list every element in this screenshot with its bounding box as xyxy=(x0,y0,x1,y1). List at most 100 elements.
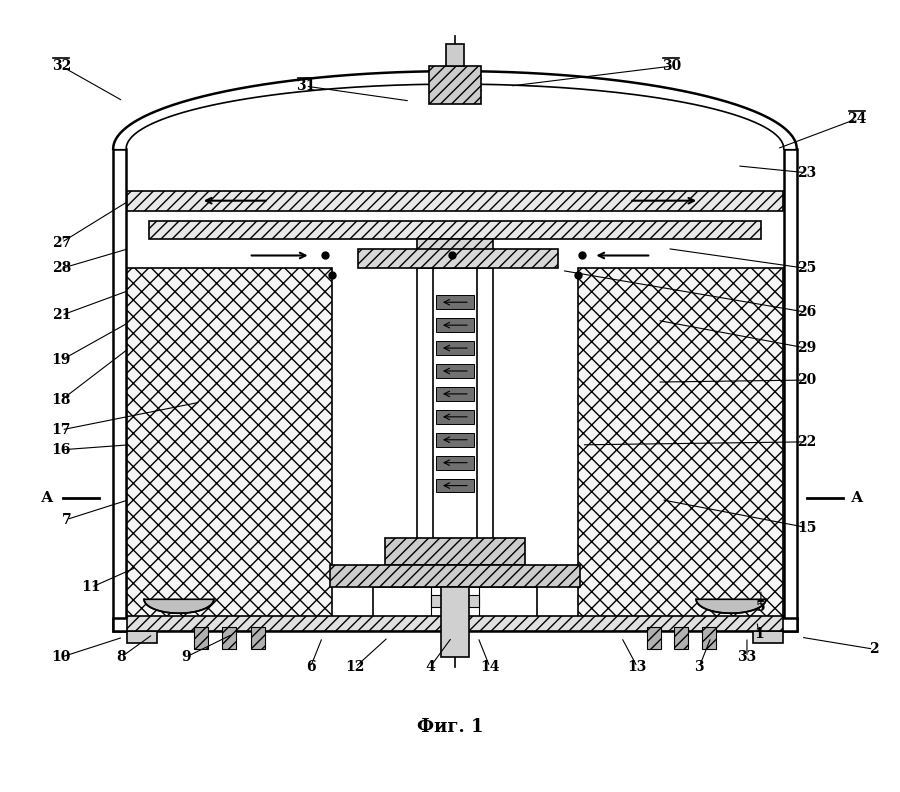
Text: 3: 3 xyxy=(694,660,704,674)
Text: 2: 2 xyxy=(868,642,878,656)
Polygon shape xyxy=(782,140,796,143)
Polygon shape xyxy=(426,71,432,84)
Polygon shape xyxy=(515,72,522,86)
Polygon shape xyxy=(436,455,474,470)
Polygon shape xyxy=(603,79,613,91)
Polygon shape xyxy=(436,341,474,355)
Polygon shape xyxy=(214,93,227,103)
Polygon shape xyxy=(436,433,474,447)
Polygon shape xyxy=(144,116,158,122)
Polygon shape xyxy=(436,71,442,84)
Polygon shape xyxy=(687,93,699,104)
Text: 22: 22 xyxy=(797,435,816,449)
Polygon shape xyxy=(753,631,783,643)
Polygon shape xyxy=(782,142,796,144)
Polygon shape xyxy=(698,97,710,106)
Polygon shape xyxy=(265,84,275,95)
Polygon shape xyxy=(762,121,777,127)
Polygon shape xyxy=(331,76,340,89)
Text: А: А xyxy=(41,490,53,505)
Polygon shape xyxy=(330,565,580,588)
Polygon shape xyxy=(292,80,302,92)
Polygon shape xyxy=(683,93,696,103)
Polygon shape xyxy=(196,97,209,107)
Text: 5: 5 xyxy=(756,600,766,615)
Polygon shape xyxy=(302,79,312,91)
Polygon shape xyxy=(251,86,263,97)
Polygon shape xyxy=(759,119,772,125)
Polygon shape xyxy=(720,103,734,112)
Polygon shape xyxy=(136,120,149,126)
Polygon shape xyxy=(447,71,453,84)
Polygon shape xyxy=(696,600,766,613)
Polygon shape xyxy=(652,86,663,97)
Polygon shape xyxy=(124,128,138,133)
Text: 32: 32 xyxy=(51,59,71,73)
Polygon shape xyxy=(643,85,654,97)
Polygon shape xyxy=(256,85,267,97)
Text: 19: 19 xyxy=(51,353,71,367)
Polygon shape xyxy=(170,105,184,113)
Text: 6: 6 xyxy=(306,660,315,674)
Polygon shape xyxy=(306,78,317,90)
Polygon shape xyxy=(468,71,474,84)
Polygon shape xyxy=(626,82,636,94)
Polygon shape xyxy=(535,74,543,86)
Text: 10: 10 xyxy=(51,650,71,664)
Text: 18: 18 xyxy=(51,393,71,407)
Polygon shape xyxy=(127,191,783,211)
Polygon shape xyxy=(113,147,126,148)
Polygon shape xyxy=(717,102,731,111)
Polygon shape xyxy=(185,100,199,109)
Polygon shape xyxy=(436,318,474,332)
Polygon shape xyxy=(121,131,134,135)
Polygon shape xyxy=(770,126,783,131)
Text: 20: 20 xyxy=(797,373,816,387)
Text: 23: 23 xyxy=(797,166,816,180)
Polygon shape xyxy=(701,97,714,107)
Polygon shape xyxy=(341,75,350,88)
Polygon shape xyxy=(766,124,780,129)
Polygon shape xyxy=(278,82,289,93)
Polygon shape xyxy=(621,82,632,93)
Polygon shape xyxy=(778,135,793,139)
Text: 27: 27 xyxy=(51,235,71,249)
Polygon shape xyxy=(114,143,127,145)
Text: 28: 28 xyxy=(51,261,71,276)
Polygon shape xyxy=(122,129,137,134)
Polygon shape xyxy=(234,89,247,100)
Text: А: А xyxy=(850,490,863,505)
Polygon shape xyxy=(125,127,140,131)
Polygon shape xyxy=(129,124,142,130)
Polygon shape xyxy=(436,295,474,309)
Polygon shape xyxy=(230,89,242,100)
Text: 30: 30 xyxy=(662,59,680,73)
Polygon shape xyxy=(221,627,236,649)
Text: 16: 16 xyxy=(51,443,71,457)
Polygon shape xyxy=(457,71,464,84)
Polygon shape xyxy=(404,72,411,85)
Polygon shape xyxy=(356,74,365,87)
Polygon shape xyxy=(166,106,181,114)
Polygon shape xyxy=(373,73,381,86)
Polygon shape xyxy=(194,627,208,649)
Polygon shape xyxy=(473,71,479,84)
Polygon shape xyxy=(478,71,484,84)
Polygon shape xyxy=(525,73,533,86)
Polygon shape xyxy=(509,72,517,86)
Polygon shape xyxy=(564,75,574,88)
Polygon shape xyxy=(127,616,783,631)
Polygon shape xyxy=(399,72,406,85)
Polygon shape xyxy=(675,91,688,101)
Polygon shape xyxy=(161,108,176,116)
Polygon shape xyxy=(674,627,688,649)
Polygon shape xyxy=(578,268,783,617)
Polygon shape xyxy=(634,84,645,95)
Polygon shape xyxy=(242,87,255,98)
Polygon shape xyxy=(529,73,538,86)
Polygon shape xyxy=(207,94,220,105)
Polygon shape xyxy=(118,134,132,138)
Polygon shape xyxy=(127,268,332,617)
Polygon shape xyxy=(589,78,598,90)
Polygon shape xyxy=(247,86,259,97)
